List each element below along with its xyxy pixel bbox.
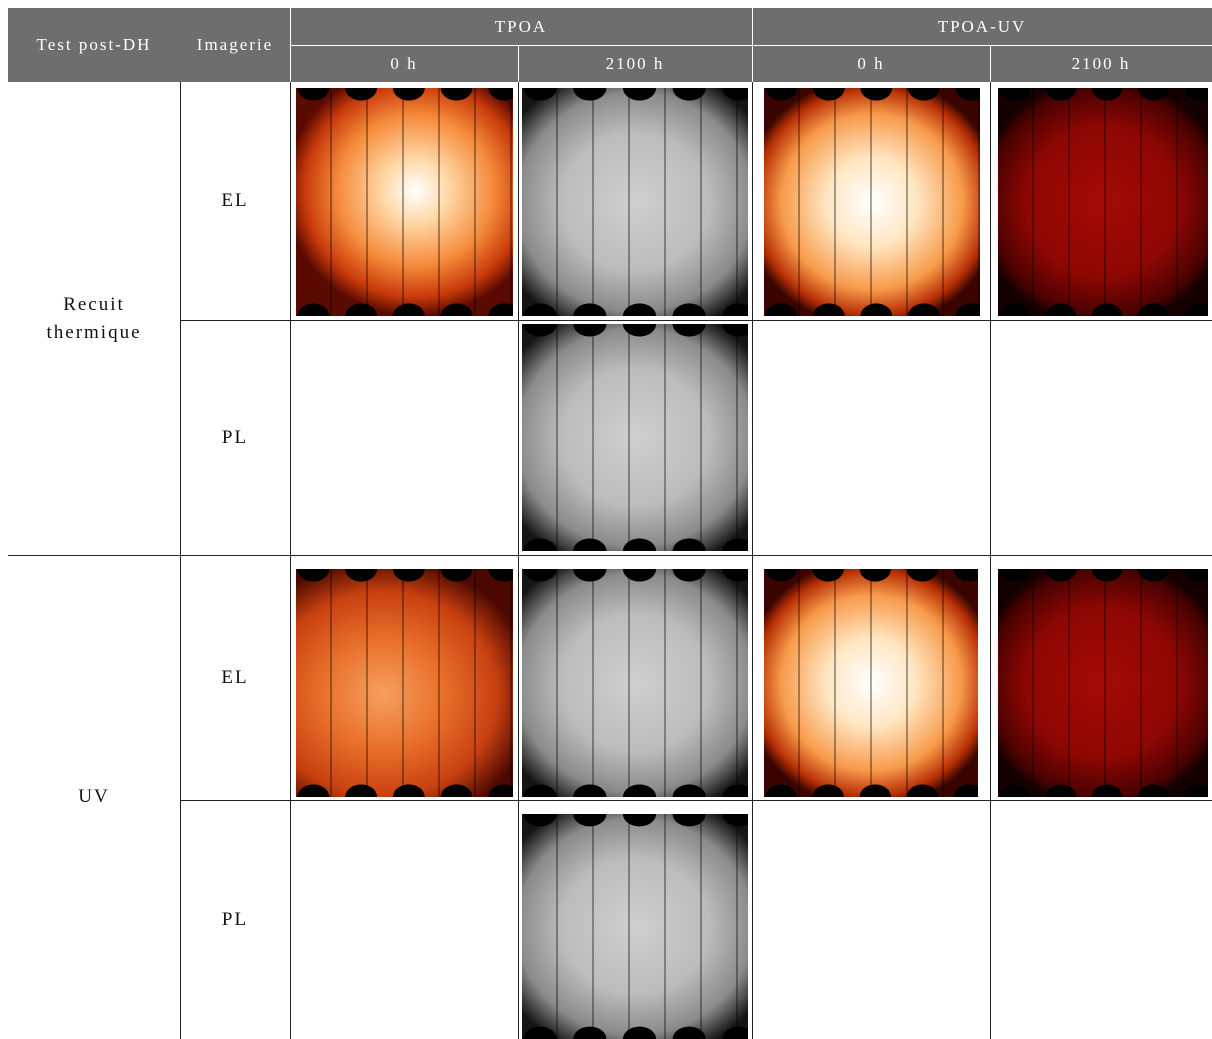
header-cell: 0 h <box>390 53 418 73</box>
imaging-cell: PL <box>221 426 249 448</box>
el-image <box>522 569 748 797</box>
header-rule <box>290 8 291 82</box>
row-rule <box>180 320 1212 321</box>
el-image <box>998 569 1208 797</box>
test-cell: UV <box>78 786 110 807</box>
el-image <box>296 88 513 316</box>
imaging-cell: PL <box>221 908 249 930</box>
column-rule <box>990 82 991 1039</box>
column-rule <box>180 82 181 1039</box>
el-image <box>522 88 748 316</box>
el-image <box>998 88 1208 316</box>
header-rule <box>518 45 519 82</box>
imaging-cell: EL <box>221 190 249 211</box>
header-cell: TPOA <box>494 16 548 36</box>
header-rule <box>752 8 753 82</box>
pl-image <box>522 324 748 551</box>
el-image <box>764 88 980 316</box>
column-rule <box>518 82 519 1039</box>
column-rule <box>290 82 291 1039</box>
pl-image <box>522 814 748 1039</box>
row-rule <box>180 800 1212 801</box>
header-cell: 2100 h <box>1071 53 1131 73</box>
el-image <box>296 569 513 797</box>
el-image <box>764 569 978 797</box>
imaging-cell: EL <box>221 666 249 688</box>
test-cell: Recuit thermique <box>46 293 142 343</box>
header-cell: 0 h <box>857 53 885 73</box>
header-cell: Imagerie <box>196 35 274 54</box>
header-cell: Test post-DH <box>36 35 152 54</box>
column-rule <box>752 82 753 1039</box>
header-cell: 2100 h <box>605 53 665 73</box>
header-cell: TPOA-UV <box>937 16 1027 36</box>
header-rule <box>290 45 1212 46</box>
row-rule <box>8 555 1212 556</box>
header-rule <box>990 45 991 82</box>
